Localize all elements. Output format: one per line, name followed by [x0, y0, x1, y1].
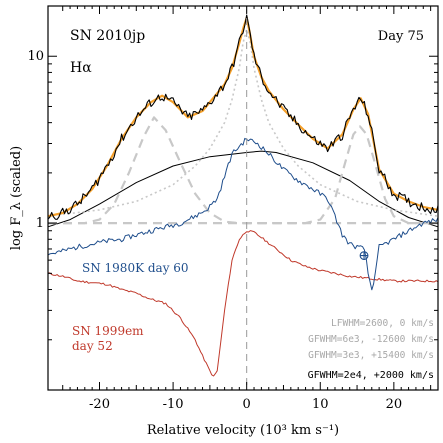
epoch-label: Day 75 — [378, 29, 424, 44]
x-tick-label: 20 — [386, 397, 403, 412]
x-tick-label: 10 — [312, 397, 329, 412]
y-axis-label: log F_λ (scaled) — [9, 146, 24, 250]
y-tick-label: 10 — [27, 49, 44, 64]
series-gaussian_+15400 — [48, 125, 438, 225]
x-tick-label: -20 — [89, 397, 110, 412]
series-sn1999em — [47, 230, 439, 377]
fit-label-gaussian-red: GFWHM=3e3, +15400 km/s — [308, 350, 434, 361]
series-lorentzian_0 — [47, 28, 439, 217]
plot-frame — [47, 5, 439, 391]
y-tick-label: 1 — [36, 216, 44, 231]
sn1999em-label-line1: SN 1999em — [72, 324, 144, 338]
sn1980k-label: SN 1980K day 60 — [82, 261, 189, 275]
x-tick-label: 0 — [243, 397, 251, 412]
series-layer — [47, 14, 439, 377]
series-sn1980k — [47, 137, 439, 291]
sn1999em-label-line2: day 52 — [72, 339, 113, 353]
fit-label-gaussian-blue: GFWHM=6e3, -12600 km/s — [308, 334, 434, 345]
chart-title: SN 2010jp — [70, 28, 145, 44]
x-tick-label: -10 — [163, 397, 184, 412]
fit-label-lorentzian: LFWHM=2600, 0 km/s — [331, 318, 434, 329]
axis-ticks: -20 -10 0 10 20 1 10 — [27, 5, 438, 412]
x-axis-label: Relative velocity (10³ km s⁻¹) — [147, 423, 339, 438]
series-gaussian_-12600 — [48, 116, 438, 225]
series-broad_gaussian — [47, 150, 439, 228]
series-observed — [47, 14, 439, 220]
chart-subtitle: Hα — [70, 60, 92, 76]
telluric-icon: ⊕ — [358, 248, 370, 264]
fit-label-broad-gaussian: GFWHM=2e4, +2000 km/s — [308, 370, 434, 381]
series-model_sum — [47, 16, 439, 218]
